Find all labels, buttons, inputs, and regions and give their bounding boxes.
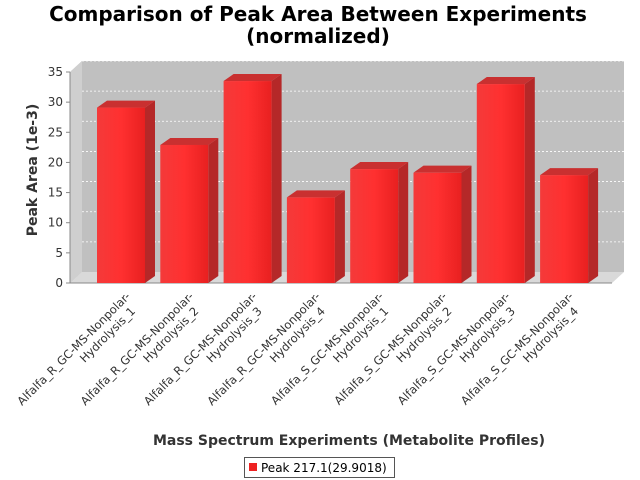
bar	[286, 190, 345, 283]
y-axis-ticks: 0 5 10 15 20 25 30 35	[48, 65, 70, 290]
bar	[413, 165, 472, 283]
legend-entry-peak-217-1: Peak 217.1(29.9018)	[261, 461, 387, 475]
bar	[97, 100, 155, 283]
bar-side	[208, 137, 219, 283]
bar-side	[145, 100, 155, 283]
y-tick-label: 25	[48, 125, 63, 139]
bar-front	[97, 107, 145, 283]
bar-front	[476, 84, 525, 283]
bar-front	[540, 175, 589, 283]
legend: Peak 217.1(29.9018)	[244, 457, 395, 478]
bar-side	[524, 77, 535, 283]
x-axis-category-labels: Alfalfa_R_GC-MS-Nonpolar-Hydrolysis_1Alf…	[14, 289, 581, 408]
y-tick-label: 35	[48, 65, 63, 79]
y-tick-label: 0	[55, 276, 63, 290]
bar-top	[97, 100, 155, 108]
bar	[540, 168, 599, 283]
bar-top	[413, 165, 472, 173]
y-axis-label: Peak Area (1e-3)	[25, 104, 41, 237]
bar-side	[398, 162, 409, 283]
bar	[223, 74, 282, 284]
bar-top	[540, 168, 599, 176]
bar	[160, 137, 219, 283]
bars	[97, 74, 599, 284]
y-tick-label: 15	[48, 186, 63, 200]
bar-front	[223, 81, 272, 284]
bar-top	[350, 162, 409, 170]
x-axis-label: Mass Spectrum Experiments (Metabolite Pr…	[153, 433, 545, 449]
bar-side	[588, 168, 599, 283]
bar-front	[350, 169, 399, 283]
y-tick-label: 20	[48, 155, 63, 169]
bar-front	[160, 144, 209, 283]
bar-top	[223, 74, 282, 82]
bar-top	[286, 190, 345, 198]
bar	[350, 162, 409, 283]
bar-side	[461, 165, 472, 283]
bar-front	[286, 197, 335, 283]
bar	[476, 77, 535, 283]
legend-box	[244, 457, 395, 478]
bar-top	[160, 137, 219, 145]
chart-title-line-1: Comparison of Peak Area Between Experime…	[49, 2, 587, 26]
bar-top	[476, 77, 535, 85]
plot-side-wall	[70, 61, 82, 283]
bar-side	[271, 74, 282, 284]
legend-swatch	[249, 463, 257, 471]
bar-side	[334, 190, 345, 283]
bar-front	[413, 172, 462, 283]
y-tick-label: 10	[48, 216, 63, 230]
y-tick-label: 5	[55, 246, 63, 260]
chart-title-line-2: (normalized)	[246, 24, 390, 48]
x-category-label-line: Alfalfa_R_GC-MS-Nonpolar-	[14, 289, 133, 408]
y-tick-label: 30	[48, 95, 63, 109]
